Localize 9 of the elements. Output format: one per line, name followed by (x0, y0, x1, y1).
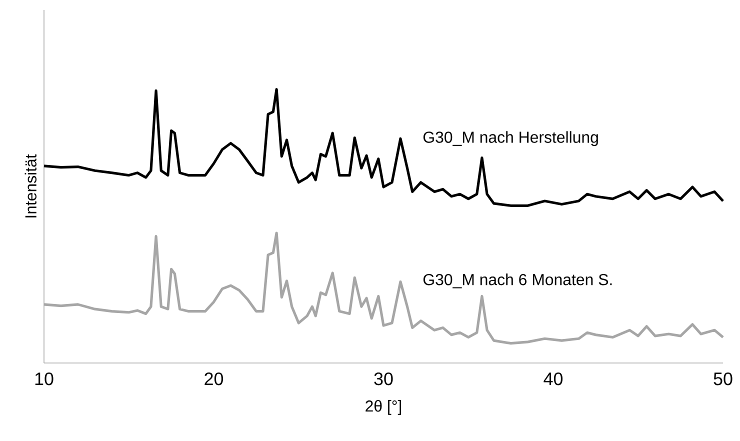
x-tick-label: 20 (204, 372, 224, 386)
x-axis-title: 2θ [°] (366, 400, 402, 415)
x-tick-label: 50 (714, 372, 732, 386)
x-tick-label: 40 (544, 372, 563, 386)
series-label: G30_M nach Herstellung (423, 131, 598, 146)
series-label: G30_M nach 6 Monaten S. (423, 274, 612, 288)
x-tick-label: 10 (35, 372, 54, 386)
y-axis-title: Intensität (24, 154, 36, 218)
x-tick-label: 30 (374, 372, 393, 386)
